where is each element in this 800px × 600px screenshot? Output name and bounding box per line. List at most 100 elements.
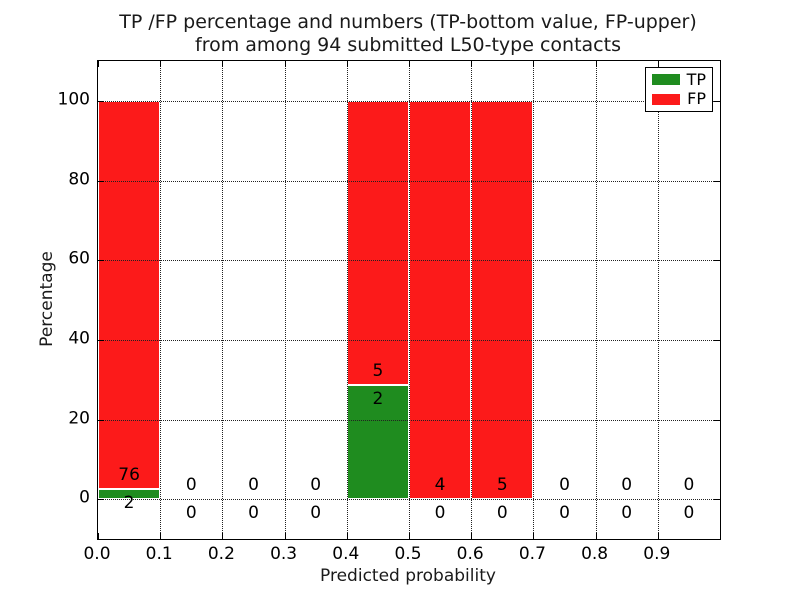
fp-count-label: 0 [185, 475, 197, 496]
fp-bar-segment [98, 100, 161, 489]
y-tick-mark [98, 499, 104, 501]
x-gridline [284, 61, 286, 539]
y-tick-mark [714, 419, 720, 421]
fp-bar-segment [346, 100, 409, 386]
y-tick-mark [98, 180, 104, 182]
y-tick-label: 100 [57, 89, 90, 110]
y-tick-label: 60 [68, 248, 90, 269]
fp-bar-segment [409, 100, 472, 500]
x-tick-mark [98, 533, 99, 539]
fp-count-label: 5 [372, 361, 384, 382]
x-gridline [222, 61, 224, 539]
legend-row-fp: FP [652, 91, 706, 107]
x-tick-mark [160, 533, 162, 539]
y-tick-mark [714, 339, 720, 341]
fp-count-label: 0 [683, 475, 695, 496]
fp-count-label: 0 [559, 475, 570, 496]
tp-count-label: 0 [621, 503, 633, 524]
x-tick-label: 0.0 [83, 544, 111, 564]
x-tick-label: 0.5 [394, 544, 422, 564]
tp-count-label: 0 [185, 503, 197, 524]
x-tick-mark [160, 61, 162, 67]
y-tick-label: 80 [68, 169, 90, 189]
tp-count-label: 2 [123, 493, 135, 513]
y-gridline [98, 260, 720, 262]
y-tick-label: 0 [79, 487, 90, 508]
x-tick-mark [595, 533, 597, 539]
x-tick-mark [222, 533, 224, 539]
x-tick-mark [471, 61, 473, 67]
x-tick-mark [595, 61, 597, 67]
tp-bar-segment [98, 488, 161, 500]
x-tick-mark [98, 61, 99, 67]
tp-count-label: 0 [310, 503, 322, 524]
y-tick-mark [714, 499, 720, 501]
fp-count-label: 0 [621, 475, 633, 496]
chart-title-line1: TP /FP percentage and numbers (TP-bottom… [119, 11, 697, 33]
x-tick-label: 0.9 [643, 544, 671, 564]
legend: TP FP [645, 67, 713, 112]
fp-bar-segment [471, 100, 534, 500]
x-gridline [346, 61, 348, 539]
x-tick-mark [346, 533, 348, 539]
x-axis-label: Predicted probability [320, 566, 496, 586]
x-tick-mark [657, 61, 659, 67]
fp-count-label: 4 [434, 475, 446, 496]
plot-area: TP FP 76 2 0 0 0 0 0 0 5 2 4 0 5 0 0 0 0 0 0 0 [97, 60, 721, 540]
x-tick-label: 0.2 [207, 544, 235, 564]
x-tick-mark [409, 533, 410, 539]
x-tick-label: 0.8 [581, 544, 609, 564]
y-tick-mark [714, 260, 720, 262]
fp-color-swatch [652, 93, 680, 105]
tp-color-swatch [652, 74, 680, 86]
x-gridline [160, 61, 162, 539]
y-tick-mark [98, 419, 104, 421]
x-tick-label: 0.6 [456, 544, 484, 564]
y-tick-label: 40 [68, 328, 90, 349]
x-tick-mark [471, 533, 473, 539]
y-gridline [98, 339, 720, 341]
fp-count-label: 76 [118, 465, 140, 485]
tp-count-label: 0 [434, 503, 446, 524]
chart-title: TP /FP percentage and numbers (TP-bottom… [97, 11, 719, 57]
y-gridline [98, 100, 720, 102]
tp-bar-segment [346, 385, 409, 500]
tp-count-label: 2 [372, 389, 384, 410]
x-tick-mark [346, 61, 348, 67]
y-tick-mark [714, 180, 720, 182]
x-gridline [533, 61, 535, 539]
tp-count-label: 0 [683, 503, 695, 524]
x-tick-label: 0.7 [518, 544, 546, 564]
y-tick-mark [98, 100, 104, 102]
x-tick-mark [284, 533, 286, 539]
legend-label-tp: TP [686, 69, 706, 89]
y-gridline [98, 419, 720, 421]
legend-row-tp: TP [652, 69, 706, 89]
y-tick-mark [98, 339, 104, 341]
x-tick-label: 0.3 [270, 544, 298, 564]
fp-count-label: 0 [310, 475, 322, 496]
y-gridline [98, 180, 720, 182]
x-tick-mark [222, 61, 224, 67]
fp-count-label: 5 [496, 475, 508, 496]
tp-count-label: 0 [496, 503, 508, 524]
legend-label-fp: FP [687, 89, 706, 109]
fp-count-label: 0 [248, 475, 259, 496]
x-tick-mark [533, 533, 535, 539]
tp-count-label: 0 [248, 503, 259, 524]
x-gridline [657, 61, 659, 539]
y-tick-label: 20 [68, 408, 90, 428]
chart-title-line2: from among 94 submitted L50-type contact… [195, 34, 621, 56]
x-tick-mark [409, 61, 410, 67]
x-gridline [595, 61, 597, 539]
x-tick-mark [533, 61, 535, 67]
tp-count-label: 0 [559, 503, 570, 524]
x-tick-label: 0.4 [332, 544, 360, 564]
x-tick-mark [284, 61, 286, 67]
x-gridline [409, 61, 410, 539]
y-gridline [98, 499, 720, 501]
x-gridline [471, 61, 473, 539]
x-tick-label: 0.1 [145, 544, 173, 564]
y-tick-mark [98, 260, 104, 262]
